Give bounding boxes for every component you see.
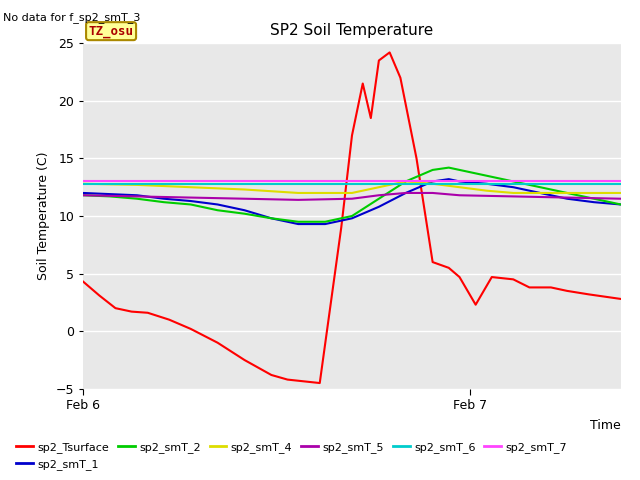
Legend: sp2_Tsurface, sp2_smT_1, sp2_smT_2, sp2_smT_4, sp2_smT_5, sp2_smT_6, sp2_smT_7: sp2_Tsurface, sp2_smT_1, sp2_smT_2, sp2_… [12, 438, 572, 474]
Title: SP2 Soil Temperature: SP2 Soil Temperature [270, 23, 434, 38]
Text: TZ_osu: TZ_osu [88, 24, 134, 37]
Y-axis label: Soil Temperature (C): Soil Temperature (C) [37, 152, 50, 280]
Text: No data for f_sp2_smT_3: No data for f_sp2_smT_3 [3, 12, 141, 23]
Text: Time: Time [590, 420, 621, 432]
